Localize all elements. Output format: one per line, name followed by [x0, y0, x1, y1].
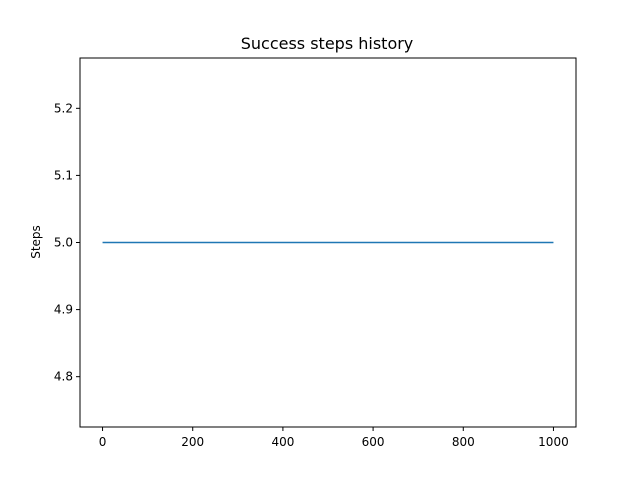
y-tick-label: 4.8: [54, 370, 73, 384]
x-tick-label: 0: [99, 435, 107, 449]
y-axis: 4.8 4.9 5.0 5.1 5.2: [54, 101, 80, 384]
y-tick-label: 5.2: [54, 101, 73, 115]
y-tick-label: 5.0: [54, 236, 73, 250]
x-axis: 0 200 400 600 800 1000: [99, 427, 569, 449]
x-tick-label: 400: [271, 435, 294, 449]
y-tick-label: 5.1: [54, 168, 73, 182]
y-axis-label: Steps: [29, 225, 43, 259]
x-tick-label: 600: [362, 435, 385, 449]
plot-frame: [79, 57, 577, 428]
x-tick-label: 800: [452, 435, 475, 449]
y-tick-label: 4.9: [54, 303, 73, 317]
chart-title: Success steps history: [241, 34, 414, 53]
x-tick-label: 200: [181, 435, 204, 449]
x-tick-label: 1000: [538, 435, 569, 449]
